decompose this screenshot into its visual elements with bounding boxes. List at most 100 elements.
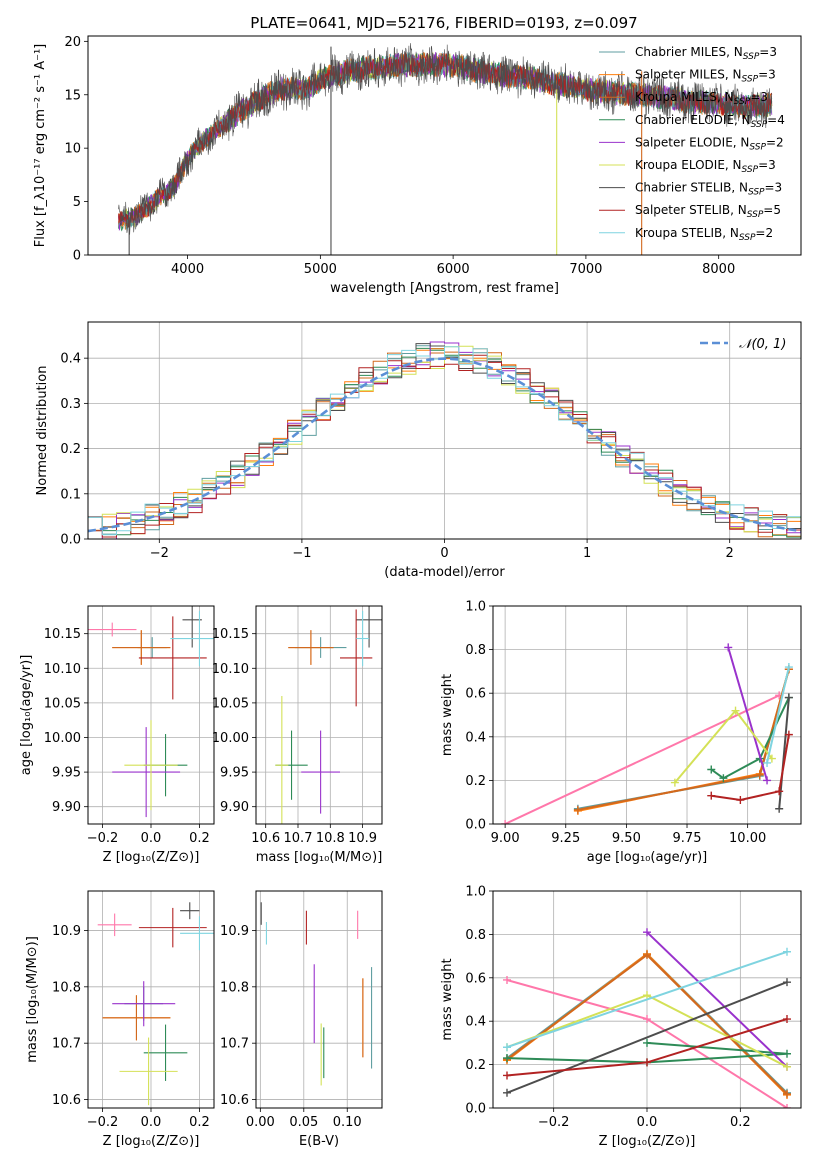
y-tick-label: 0.0 xyxy=(465,1102,486,1117)
y-tick-label: 10.05 xyxy=(44,696,81,711)
x-axis-label: age [log₁₀(age/yr)] xyxy=(587,850,708,865)
legend-label-6: Chabrier STELIB, NSSP=3 xyxy=(635,181,782,198)
weight-line-6-marker xyxy=(783,978,791,987)
y-tick-label: 0.2 xyxy=(465,1058,486,1073)
y-axis-label: mass weight xyxy=(440,958,455,1040)
legend-value: =3 xyxy=(759,45,777,59)
y-tick-label: 10.6 xyxy=(52,1093,81,1108)
y-tick-label: 0.2 xyxy=(60,442,81,457)
weight-line-5-marker xyxy=(731,706,740,715)
weight-line-5-marker xyxy=(783,1062,791,1071)
weight-line-extra-marker xyxy=(783,1104,791,1108)
y-tick-label: 10.00 xyxy=(212,731,249,746)
legend-label-2: Kroupa MILES, NSSP=3 xyxy=(635,90,768,107)
legend-subscript: SSP xyxy=(751,120,768,130)
legend-label-7: Salpeter STELIB, NSSP=5 xyxy=(635,203,781,220)
weight-line-6 xyxy=(506,981,788,1094)
y-tick-label: 10.7 xyxy=(220,1037,249,1052)
legend-subscript: SSP xyxy=(748,188,765,198)
weight-line-7-marker xyxy=(783,1015,791,1024)
legend-value: =3 xyxy=(765,181,783,195)
plot-area xyxy=(97,902,214,1106)
y-tick-label: 0.4 xyxy=(465,730,486,745)
y-tick-label: 0.8 xyxy=(465,928,486,943)
spectrum-panel: 4000 5000 6000 7000 8000 0 5 10 15 20 wavelength [… xyxy=(33,35,802,296)
y-tick-label: 0.6 xyxy=(465,687,486,702)
weight-line-8 xyxy=(766,666,790,764)
axes-frame xyxy=(87,35,802,256)
legend-subscript: SSP xyxy=(749,142,766,152)
y-axis-label: mass weight xyxy=(440,674,455,756)
x-tick-label: 10.6 xyxy=(251,831,280,846)
legend-subscript: SSP xyxy=(734,97,751,107)
weight-line-5-marker xyxy=(767,754,776,763)
weight-line-6-marker xyxy=(784,693,793,702)
weight-line-2-marker xyxy=(643,951,651,960)
x-tick-label: 9.50 xyxy=(612,831,641,846)
weight-line-4-marker xyxy=(724,643,733,652)
weight-line-extra-marker xyxy=(503,975,511,984)
plot-area xyxy=(88,606,214,818)
x-axis-label: (data-model)/error xyxy=(384,565,505,580)
y-tick-label: 10.6 xyxy=(220,1093,249,1108)
y-tick-label: 10.00 xyxy=(44,731,81,746)
plot-area xyxy=(501,643,793,824)
weight-line-3-marker xyxy=(707,765,716,774)
legend-text: Chabrier MILES, N xyxy=(635,45,743,59)
age-vs-mass-panel: 10.6 10.7 10.8 10.9 9.90 9.95 10.00 10.05 10.10 1… xyxy=(212,605,383,865)
weight-line-4-marker xyxy=(643,928,651,937)
y-tick-label: 0.4 xyxy=(465,1015,486,1030)
x-tick-label: −1 xyxy=(292,546,311,561)
y-tick-label: 0.1 xyxy=(60,487,81,502)
y-tick-label: 10.15 xyxy=(212,627,249,642)
legend-value: =4 xyxy=(767,113,785,127)
y-tick-label: 5 xyxy=(73,195,81,210)
mass-vs-ebv-panel: 0.00 0.05 0.10 10.6 10.7 10.8 10.9 E(B-V) xyxy=(220,890,383,1149)
weight-line-5-marker xyxy=(670,778,679,787)
weight-line-3-marker xyxy=(719,774,728,783)
y-axis-label: mass [log₁₀(M/M⊙)] xyxy=(25,936,40,1063)
x-tick-label: 0.0 xyxy=(141,831,162,846)
y-tick-label: 0.8 xyxy=(465,643,486,658)
x-tick-label: 0.0 xyxy=(637,1115,658,1130)
x-tick-label: 0 xyxy=(440,546,448,561)
y-tick-label: 9.90 xyxy=(52,800,81,815)
histogram-step-7 xyxy=(88,354,801,538)
y-tick-label: 0.6 xyxy=(465,971,486,986)
legend-label-3: Chabrier ELODIE, NSSP=4 xyxy=(635,113,785,130)
x-tick-label: 9.00 xyxy=(491,831,520,846)
x-tick-label: 0.10 xyxy=(333,1115,362,1130)
x-tick-label: 0.0 xyxy=(141,1115,162,1130)
legend-label-1: Salpeter MILES, NSSP=3 xyxy=(635,68,776,85)
x-tick-label: −0.2 xyxy=(538,1115,570,1130)
y-tick-label: 10.8 xyxy=(52,980,81,995)
y-tick-label: 10.9 xyxy=(220,924,249,939)
x-axis-label: mass [log₁₀(M/M⊙)] xyxy=(256,850,383,865)
figure-title: PLATE=0641, MJD=52176, FIBERID=0193, z=0… xyxy=(250,14,637,32)
weight-line-6-marker xyxy=(775,804,784,813)
x-tick-label: 6000 xyxy=(437,262,470,277)
weight-line-2-marker xyxy=(573,805,582,814)
legend-subscript: SSP xyxy=(743,52,760,62)
x-axis-label: Z [log₁₀(Z/Z⊙)] xyxy=(599,1134,696,1149)
x-tick-label: 10.00 xyxy=(729,831,766,846)
legend-label-4: Salpeter ELODIE, NSSP=2 xyxy=(635,135,784,152)
plot-area xyxy=(260,902,373,1086)
weight-line-5-marker xyxy=(643,991,651,1000)
x-tick-label: 9.25 xyxy=(551,831,580,846)
axes-frame xyxy=(87,890,215,1109)
weight-line-7-marker xyxy=(736,796,745,805)
weight-line-7-marker xyxy=(707,791,716,800)
y-tick-label: 10.10 xyxy=(212,662,249,677)
weight-line-7-marker xyxy=(784,730,793,739)
x-tick-label: 9.75 xyxy=(673,831,702,846)
weight-line-8-marker xyxy=(783,947,791,956)
x-tick-label: −0.2 xyxy=(87,831,119,846)
x-axis-label: wavelength [Angstrom, rest frame] xyxy=(330,281,559,296)
legend-text: Chabrier ELODIE, N xyxy=(635,113,751,127)
plot-area xyxy=(275,606,382,824)
weight-line-8 xyxy=(506,950,788,1049)
weight-line-6-marker xyxy=(503,1088,511,1097)
x-tick-label: 10.7 xyxy=(284,831,313,846)
